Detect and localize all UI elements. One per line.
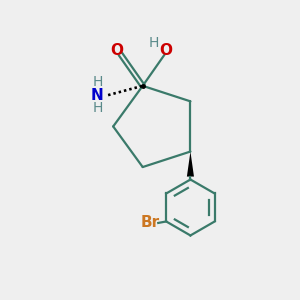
Text: N: N [91, 88, 104, 103]
Text: O: O [110, 44, 123, 59]
Text: Br: Br [140, 215, 160, 230]
Text: H: H [92, 76, 103, 89]
Text: O: O [159, 44, 172, 59]
Text: H: H [92, 101, 103, 115]
Polygon shape [187, 152, 194, 177]
Text: H: H [148, 36, 159, 50]
